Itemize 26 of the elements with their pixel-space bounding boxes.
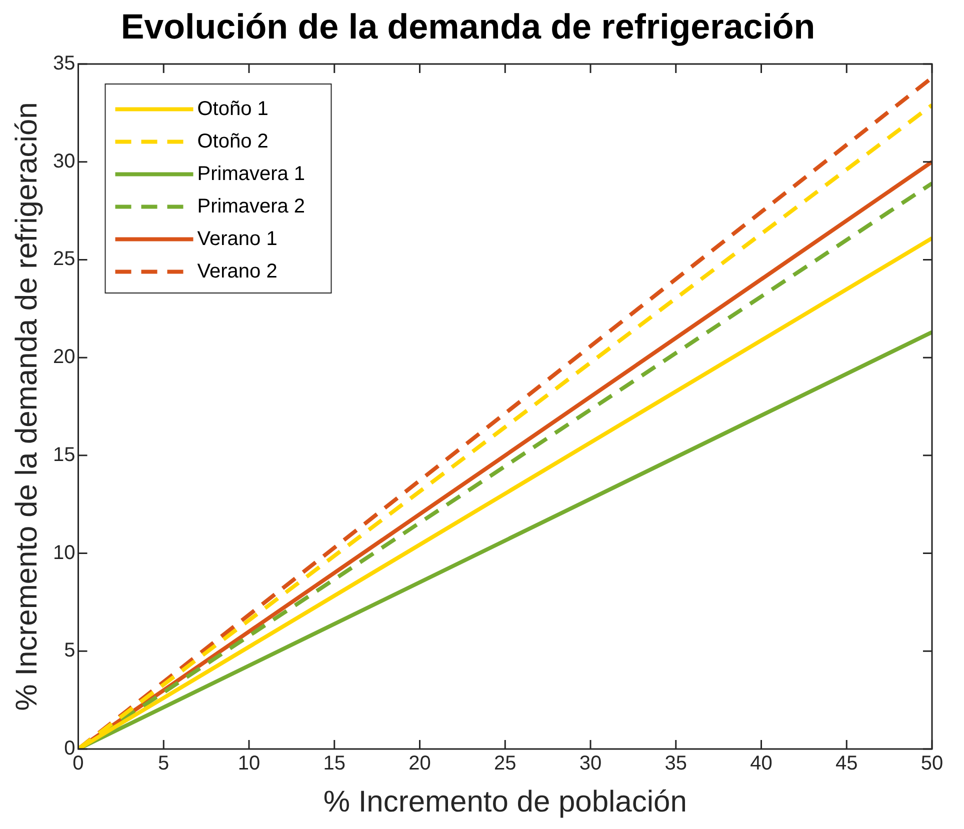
y-tick-label: 20 bbox=[52, 346, 76, 368]
y-tick-label: 15 bbox=[52, 444, 76, 466]
x-tick-label: 30 bbox=[579, 752, 602, 775]
x-axis-title: % Incremento de población bbox=[323, 785, 687, 818]
x-tick-label: 5 bbox=[158, 752, 170, 775]
legend-label: Otoño 1 bbox=[197, 98, 268, 120]
legend-label: Otoño 2 bbox=[197, 130, 268, 152]
x-tick-label: 15 bbox=[323, 752, 346, 775]
x-tick-label: 50 bbox=[920, 752, 944, 775]
legend-label: Primavera 2 bbox=[197, 195, 306, 218]
y-axis-title: % Incremento de la demanda de refrigeración bbox=[10, 102, 44, 711]
x-tick-label: 35 bbox=[664, 752, 687, 775]
x-tick-label: 40 bbox=[750, 752, 772, 775]
x-tick-label: 20 bbox=[408, 752, 431, 775]
legend-label: Verano 1 bbox=[197, 228, 278, 250]
chart-title: Evolución de la demanda de refrigeración bbox=[120, 8, 816, 47]
y-tick-label: 30 bbox=[52, 150, 76, 172]
y-tick-label: 35 bbox=[52, 52, 76, 75]
legend-label: Primavera 1 bbox=[197, 162, 306, 185]
y-tick-label: 5 bbox=[64, 640, 76, 662]
x-tick-label: 25 bbox=[494, 752, 516, 775]
legend-label: Verano 2 bbox=[197, 260, 278, 282]
y-tick-label: 10 bbox=[52, 542, 76, 564]
x-tick-label: 10 bbox=[238, 752, 260, 775]
y-tick-label: 25 bbox=[52, 248, 76, 270]
x-tick-label: 45 bbox=[836, 752, 858, 775]
